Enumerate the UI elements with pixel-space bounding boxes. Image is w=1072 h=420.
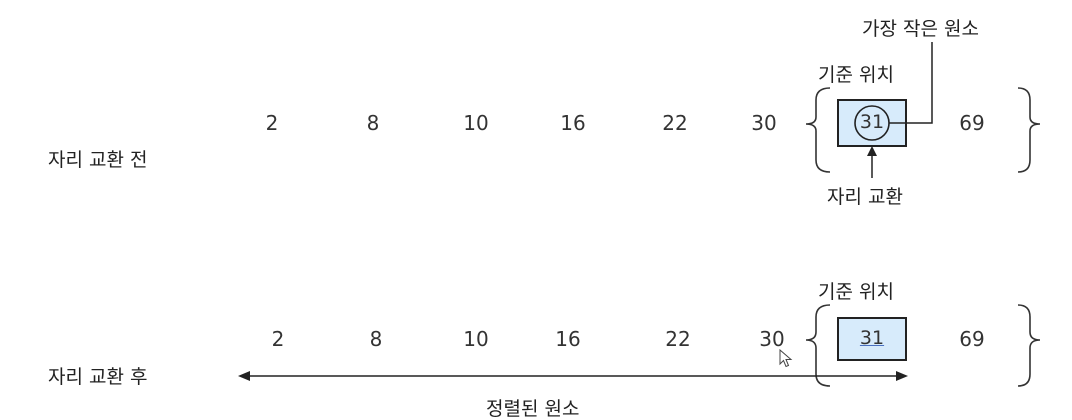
smallest-element-annotation: 가장 작은 원소 (862, 18, 979, 40)
before-right-bracket (1017, 87, 1041, 173)
after-number: 2 (271, 327, 285, 351)
after-left-bracket (805, 304, 831, 387)
mouse-pointer-icon (779, 349, 793, 368)
after-number: 8 (369, 327, 383, 351)
after-after-value: 69 (959, 327, 985, 351)
sorted-elements-annotation: 정렬된 원소 (486, 398, 580, 420)
before-number: 22 (662, 111, 688, 135)
after-right-bracket (1017, 304, 1041, 387)
after-number: 22 (665, 327, 691, 351)
before-pivot-position-annotation: 기준 위치 (818, 64, 894, 86)
swap-annotation: 자리 교환 (827, 186, 903, 208)
before-number: 2 (265, 111, 279, 135)
after-number: 30 (759, 327, 785, 351)
before-pivot-value: 31 (859, 111, 885, 133)
after-pivot-position-annotation: 기준 위치 (818, 281, 894, 303)
after-number: 10 (463, 327, 489, 351)
before-left-bracket (805, 87, 831, 173)
before-number: 16 (560, 111, 586, 135)
after-pivot-box (837, 317, 907, 361)
after-row-label: 자리 교환 후 (48, 366, 148, 388)
smallest-pointer-line (889, 42, 933, 124)
sorted-range-arrow-left (238, 371, 250, 381)
before-after-value: 69 (959, 111, 985, 135)
before-row-label: 자리 교환 전 (48, 149, 148, 171)
swap-arrow-head (867, 146, 877, 156)
before-number: 10 (463, 111, 489, 135)
after-pivot-value: 31 (859, 327, 885, 349)
before-number: 8 (366, 111, 380, 135)
sorted-range-arrow-right (896, 371, 908, 381)
before-number: 30 (751, 111, 777, 135)
after-number: 16 (555, 327, 581, 351)
